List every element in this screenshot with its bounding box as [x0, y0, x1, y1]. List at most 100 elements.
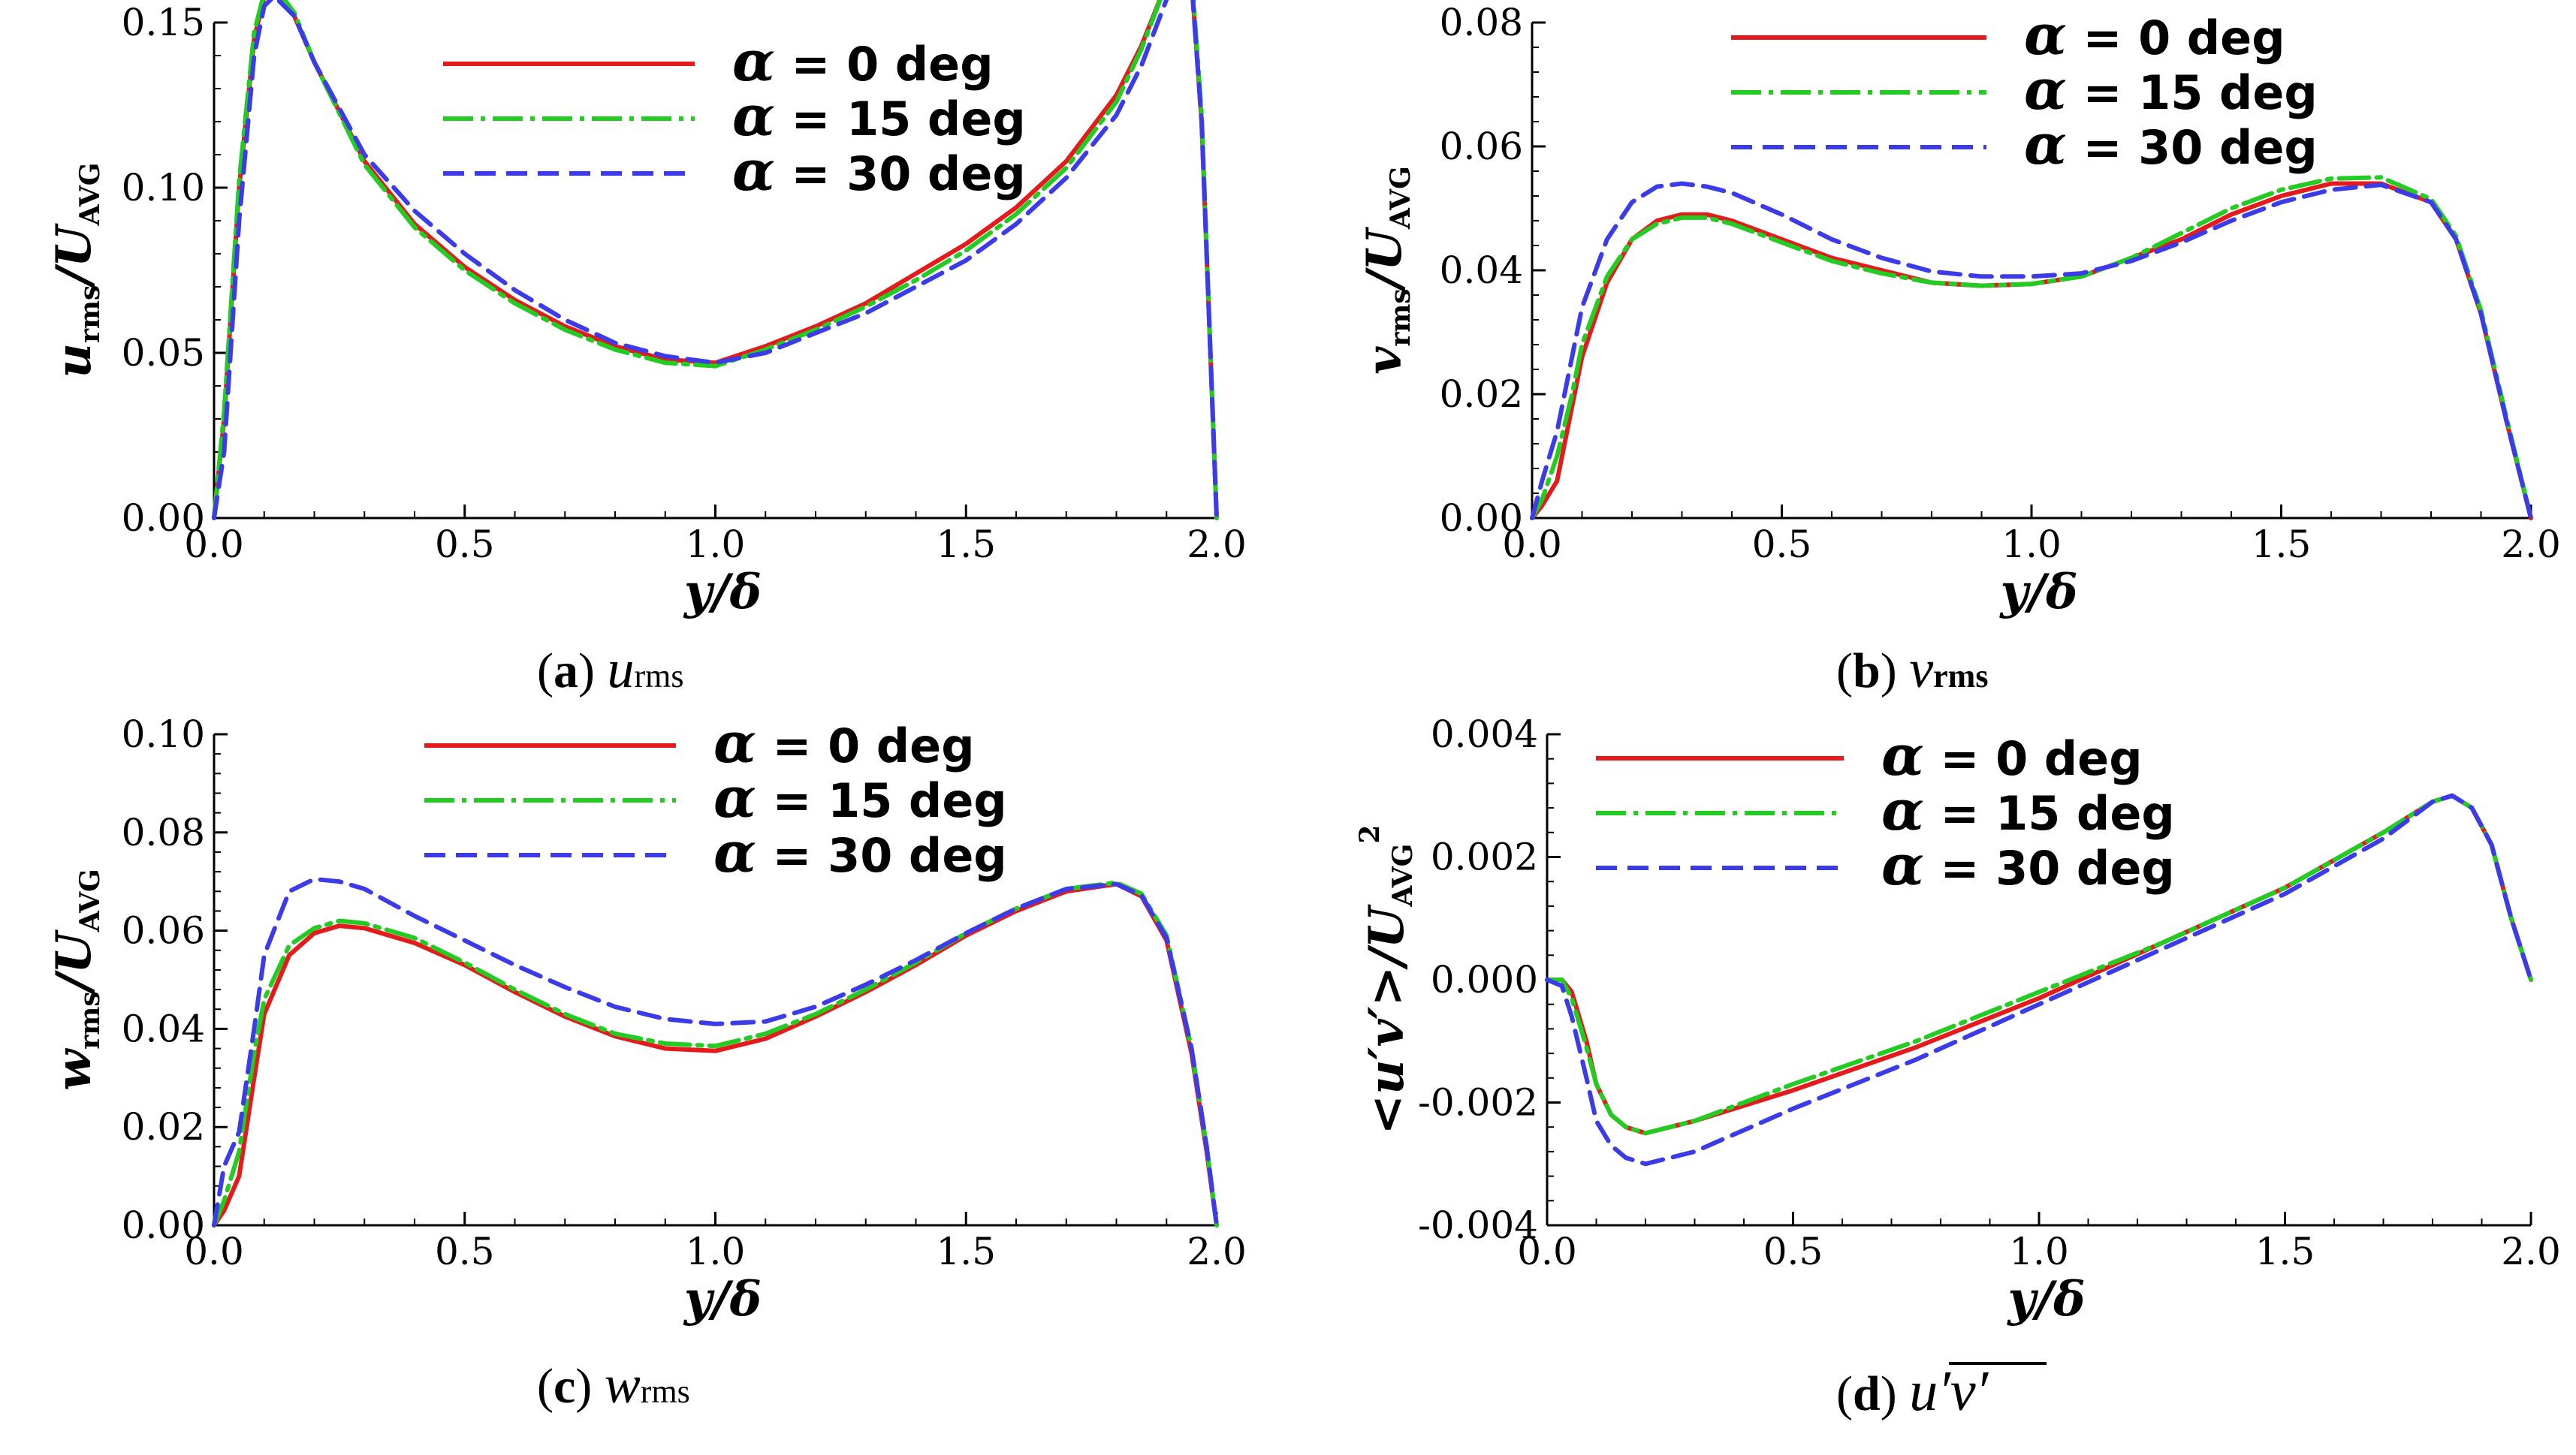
x-tick-label: 0.5 [435, 523, 495, 566]
y-label-den-sub: AVG [1387, 844, 1419, 908]
x-axis-label: y/δ [683, 564, 762, 620]
series-line-alpha-30 [1545, 793, 2533, 1167]
alpha-symbol: α [713, 711, 756, 776]
y-label-main: <u′v′> [1359, 966, 1415, 1135]
y-tick-label: 0.02 [122, 1105, 205, 1149]
y-tick-label: 0.04 [122, 1007, 205, 1050]
y-tick-label: 0.00 [122, 496, 205, 540]
legend-entry: α = 15 deg [732, 84, 1026, 149]
legend-entry: α = 15 deg [2024, 58, 2318, 122]
legend-entry: α = 30 deg [2024, 113, 2318, 177]
y-tick-label: -0.004 [1418, 1203, 1538, 1247]
series-line-alpha-30 [212, 0, 1219, 520]
series-line-alpha-30 [1530, 181, 2533, 520]
y-axis-label: vrms/UAVG [1356, 166, 1416, 375]
caption-letter: c [554, 1359, 575, 1414]
y-tick-label: 0.10 [122, 166, 205, 209]
caption-symbol: v [1909, 639, 1933, 699]
y-tick-label: -0.002 [1418, 1081, 1538, 1125]
y-axis-label: wrms/UAVG [46, 869, 106, 1091]
alpha-symbol: α [732, 29, 775, 94]
y-label-den-sub: AVG [74, 162, 106, 226]
y-label-sub: rms [74, 991, 106, 1049]
y-tick-label: 0.04 [1440, 249, 1523, 292]
legend-label: = 30 deg [2067, 120, 2318, 175]
x-axis-label: y/δ [1998, 564, 2077, 620]
legend-entry: α = 30 deg [713, 821, 1007, 885]
x-tick-label: 0.0 [1502, 523, 1562, 566]
caption-letter: a [554, 643, 578, 698]
x-tick-label: 1.5 [936, 1230, 996, 1273]
alpha-symbol: α [713, 821, 756, 885]
legend-entry: α = 0 deg [713, 711, 975, 776]
y-label-main: v [1356, 346, 1413, 375]
alpha-symbol: α [1881, 779, 1924, 843]
panel-caption: (a) urms [537, 639, 683, 699]
y-axis-label: urms/UAVG [46, 162, 106, 378]
x-tick-label: 1.0 [686, 523, 746, 566]
series-line-alpha-0 [1530, 181, 2533, 520]
alpha-symbol: α [2024, 58, 2067, 122]
x-tick-label: 2.0 [2501, 1230, 2561, 1273]
y-tick-label: 0.08 [1440, 1, 1523, 44]
legend-label: = 0 deg [756, 718, 975, 773]
y-label-sub: rms [1385, 288, 1416, 346]
alpha-symbol: α [1881, 724, 1924, 788]
x-tick-label: 0.0 [184, 1230, 244, 1273]
chart-panel-c: 0.0 0.5 1.0 1.5 2.0 0.00 0.02 0.04 0.06 0.08 0.10 y… [46, 711, 1247, 1414]
alpha-symbol: α [2024, 3, 2067, 68]
y-tick-label: 0.08 [122, 811, 205, 854]
y-tick-label: 0.002 [1431, 836, 1538, 879]
caption-letter: b [1853, 643, 1881, 698]
y-axis-label: <u′v′>/UAVG2 [1354, 825, 1419, 1135]
x-tick-label: 0.0 [184, 523, 244, 566]
y-tick-label: 0.06 [1440, 125, 1523, 168]
x-tick-label: 0.5 [1752, 523, 1812, 566]
series-line-alpha-15 [1530, 175, 2533, 520]
x-tick-label: 1.5 [2255, 1230, 2315, 1273]
y-tick-label: 0.15 [122, 1, 205, 44]
legend-label: = 0 deg [2067, 11, 2285, 65]
x-axis-label: y/δ [2006, 1271, 2085, 1327]
legend-label: = 30 deg [756, 828, 1007, 883]
x-tick-label: 0.5 [435, 1230, 495, 1273]
alpha-symbol: α [1881, 833, 1924, 898]
x-tick-label: 1.0 [686, 1230, 746, 1273]
alpha-symbol: α [2024, 113, 2067, 177]
y-label-den: /U [46, 222, 102, 289]
legend-label: = 15 deg [1924, 786, 2175, 841]
legend-entry: α = 0 deg [1881, 724, 2143, 788]
y-tick-label: 0.00 [1440, 496, 1523, 540]
legend-label: = 0 deg [775, 37, 994, 92]
series-line-alpha-0 [212, 0, 1219, 520]
x-tick-label: 0.0 [1517, 1230, 1577, 1273]
legend-entry: α = 30 deg [1881, 833, 2175, 898]
caption-letter: d [1853, 1366, 1881, 1421]
alpha-symbol: α [732, 139, 775, 203]
legend-entry: α = 0 deg [732, 29, 994, 94]
legend-label: = 15 deg [775, 92, 1026, 146]
y-label-den: /U [46, 929, 102, 996]
y-label-den: /U [1359, 903, 1415, 970]
caption-sub: rms [634, 658, 683, 694]
legend-label: = 0 deg [1924, 731, 2143, 786]
x-tick-label: 0.5 [1763, 1230, 1823, 1273]
alpha-symbol: α [732, 84, 775, 149]
series-line-alpha-15 [212, 0, 1219, 520]
y-label-main: u [46, 343, 102, 378]
y-tick-label: 0.00 [122, 1203, 205, 1247]
caption-sub: rms [641, 1373, 690, 1410]
y-tick-label: 0.004 [1431, 712, 1538, 756]
x-tick-label: 1.5 [936, 523, 996, 566]
x-tick-label: 1.0 [2001, 523, 2062, 566]
legend-label: = 30 deg [775, 146, 1026, 201]
alpha-symbol: α [713, 766, 756, 830]
y-label-den-sub: AVG [74, 869, 106, 932]
x-tick-label: 1.0 [2009, 1230, 2069, 1273]
legend-entry: α = 15 deg [1881, 779, 2175, 843]
chart-panel-b: 0.0 0.5 1.0 1.5 2.00.000.020.040.060.08y/δvr… [1356, 1, 2561, 699]
chart-panel-d: 0.0 0.5 1.0 1.5 2.0 -0.004 -0.002 0.000 0.002 0.0… [1354, 712, 2561, 1423]
x-tick-label: 2.0 [1187, 523, 1247, 566]
legend-label: = 30 deg [1924, 841, 2175, 896]
